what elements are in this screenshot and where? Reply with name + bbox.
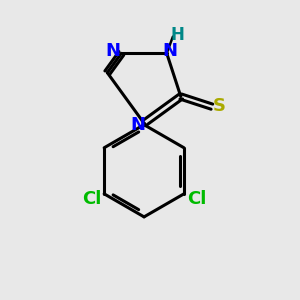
Text: N: N: [162, 42, 177, 60]
Text: S: S: [213, 97, 226, 115]
Text: H: H: [170, 26, 184, 44]
Text: N: N: [106, 42, 121, 60]
Text: N: N: [130, 116, 146, 134]
Text: Cl: Cl: [187, 190, 206, 208]
Text: Cl: Cl: [82, 190, 101, 208]
